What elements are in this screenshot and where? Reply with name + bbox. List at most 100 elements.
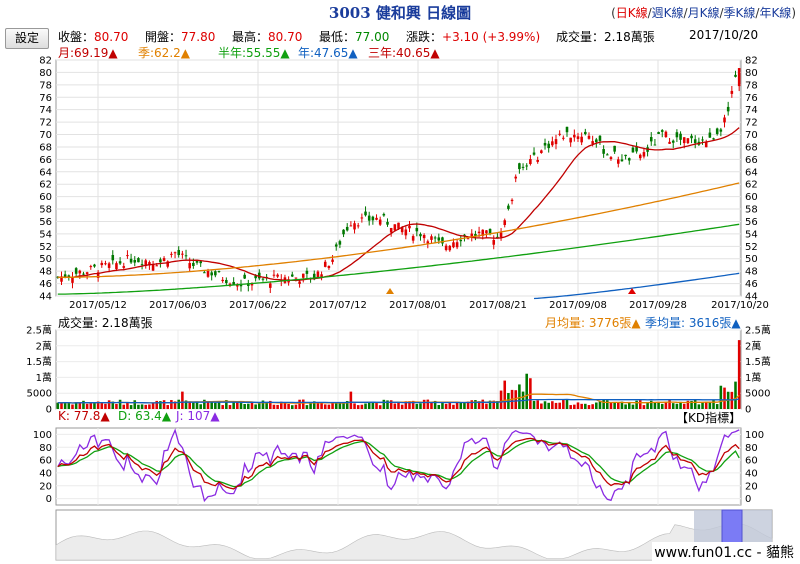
candle-body (184, 255, 188, 257)
candle-body (181, 253, 184, 255)
volume-bar (265, 403, 268, 409)
volume-bar (686, 400, 690, 409)
volume-bar (408, 401, 411, 409)
volume-bar (613, 402, 616, 409)
candle-body (408, 225, 411, 229)
candle-body (734, 74, 737, 77)
link-weekly-k[interactable]: 週K線 (651, 6, 684, 20)
volume-bar (496, 401, 499, 409)
candle-body (126, 255, 129, 257)
volume-bar (331, 402, 334, 409)
volume-bar (301, 399, 305, 409)
candle-body (118, 261, 122, 264)
candle-body (334, 244, 338, 247)
date-tick-label: 2017/08/01 (389, 300, 447, 311)
kd-j-line (57, 428, 740, 503)
volume-tick-label-right: 2.5萬 (745, 324, 771, 337)
candle-body (452, 242, 455, 248)
candle-body (261, 278, 265, 280)
ma-year-marker: ▲ (348, 46, 358, 60)
volume-bar (474, 400, 477, 409)
price-tick-label-left: 62 (39, 180, 52, 191)
price-tick-label-right: 68 (745, 142, 758, 153)
candle-body (430, 236, 433, 240)
link-monthly-k[interactable]: 月K線 (687, 6, 720, 20)
volume-bar (126, 402, 129, 409)
volume-bar (448, 402, 452, 409)
kd-k-line (57, 437, 740, 490)
volume-bar (327, 404, 331, 409)
candle-body (657, 132, 660, 134)
volume-tick-label-right: 2萬 (745, 339, 761, 352)
volume-bar (477, 401, 481, 409)
candle-body (708, 132, 712, 138)
date-tick-label: 2017/06/22 (229, 300, 287, 311)
volume-bar (492, 400, 496, 409)
ma-month-line (57, 127, 740, 282)
candle-body (433, 237, 437, 239)
volume-bar (122, 404, 126, 409)
candle-body (565, 126, 569, 133)
settings-button[interactable]: 設定 (5, 28, 49, 49)
link-yearly-k[interactable]: 年K線 (759, 6, 792, 20)
candle-body (525, 165, 528, 167)
candle-body (60, 276, 63, 282)
ma-legend-month: 月:69.19▲ (58, 44, 118, 61)
candle-body (419, 234, 422, 237)
links-separator: / (647, 6, 652, 20)
price-tick-label-right: 64 (745, 167, 758, 178)
candle-body (624, 154, 627, 157)
volume-tick-label-right: 5000 (745, 389, 770, 400)
price-tick-label-right: 50 (745, 254, 758, 265)
candle-body (606, 154, 609, 156)
volume-bar (144, 404, 148, 409)
volume-bar (85, 403, 89, 409)
volume-panel-frame (55, 329, 742, 410)
price-tick-label-left: 48 (39, 267, 52, 278)
candle-body (290, 274, 294, 277)
volume-bar (400, 404, 404, 409)
ma-half-year-label: 半年:55.55 (218, 46, 281, 60)
link-daily-k[interactable]: 日K線 (615, 6, 648, 20)
volume-bar (353, 403, 356, 409)
volume-bar (459, 402, 463, 409)
link-quarterly-k[interactable]: 季K線 (723, 6, 756, 20)
candle-body (602, 149, 605, 154)
candle-body (653, 144, 657, 146)
candle-body (173, 252, 177, 254)
volume-bar (562, 399, 565, 409)
kd-tick-label-right: 60 (745, 456, 758, 467)
date-tick-label: 2017/05/12 (69, 300, 127, 311)
volume-bar (723, 387, 726, 409)
candle-body (323, 261, 327, 267)
candle-body (298, 281, 301, 284)
volume-bar (558, 402, 561, 409)
volume-bar (719, 385, 723, 409)
candle-body (100, 262, 104, 266)
candle-body (485, 230, 488, 234)
candle-body (558, 133, 561, 135)
candle-body (554, 139, 558, 145)
volume-bar (704, 401, 708, 409)
volume-bar (239, 403, 243, 409)
kd-j-label: J: 107 (176, 409, 211, 423)
candle-body (521, 166, 525, 168)
candle-body (342, 229, 345, 235)
candle-body (569, 137, 572, 143)
close-label: 收盤： (58, 30, 95, 44)
ma-three-year-label: 三年:40.65 (368, 46, 431, 60)
candle-body (437, 237, 441, 241)
candle-body (356, 225, 360, 227)
price-tick-label-right: 80 (745, 68, 758, 79)
volume-bar (444, 403, 448, 409)
candle-body (400, 227, 404, 233)
kd-indicator-button[interactable]: 【KD指標】 (676, 411, 742, 425)
open-label: 開盤： (145, 30, 182, 44)
candle-body (375, 217, 378, 220)
ma-year-line (533, 272, 740, 300)
candle-body (162, 258, 166, 262)
quote-date: 2017/10/20 (689, 28, 759, 42)
volume-bar (576, 402, 580, 409)
quote-volume: 成交量：2.18萬張 (556, 28, 655, 45)
volume-bar (430, 402, 433, 409)
